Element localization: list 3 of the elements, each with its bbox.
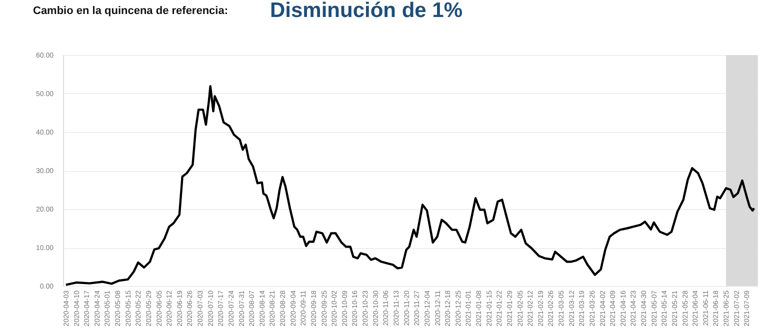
chart-title: Cambio en la quincena de referencia: bbox=[33, 5, 228, 17]
line-series bbox=[64, 85, 756, 286]
chart-subtitle: Disminución de 1% bbox=[270, 0, 463, 22]
